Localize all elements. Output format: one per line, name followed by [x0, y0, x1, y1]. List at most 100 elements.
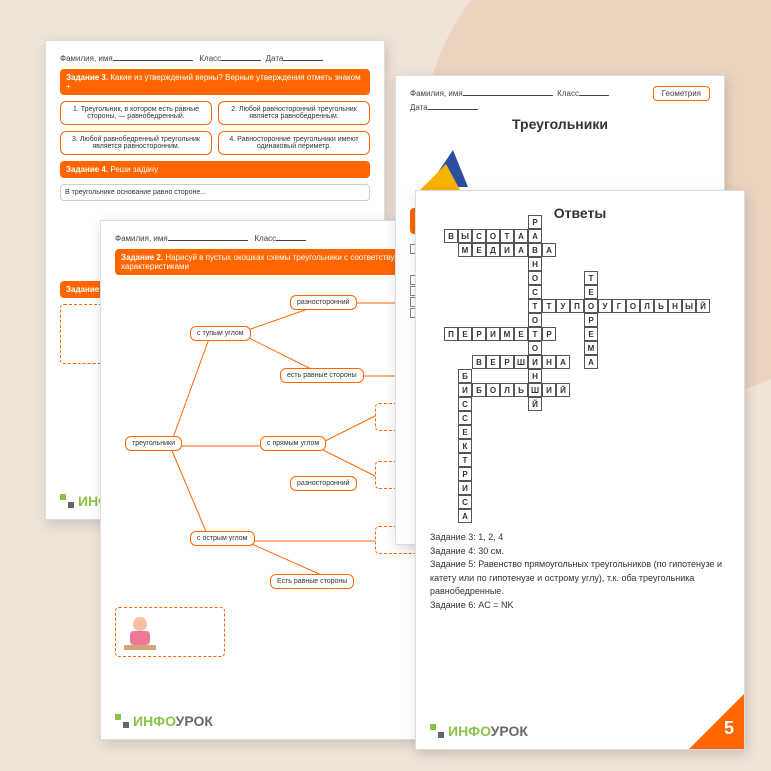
crossword-cell: В	[528, 243, 542, 257]
crossword-cell: И	[458, 383, 472, 397]
crossword-cell: Т	[500, 229, 514, 243]
crossword-cell: С	[458, 495, 472, 509]
crossword-cell: В	[472, 355, 486, 369]
answer-4: Задание 4: 30 см.	[430, 545, 730, 559]
crossword-cell: И	[500, 243, 514, 257]
crossword-cell: Е	[514, 327, 528, 341]
brand-suffix: УРОК	[491, 723, 528, 739]
crossword-cell: Й	[556, 383, 570, 397]
crossword-cell: Р	[500, 355, 514, 369]
crossword-cell: Б	[458, 369, 472, 383]
task4-text: Реши задачу	[110, 165, 158, 174]
crossword-cell: У	[556, 299, 570, 313]
task3-text: Какие из утверждений верны? Верные утвер…	[66, 73, 361, 91]
crossword-cell: М	[584, 341, 598, 355]
crossword-cell: Н	[542, 355, 556, 369]
crossword-cell: С	[528, 285, 542, 299]
date-label: Дата	[266, 54, 284, 63]
crossword-cell: К	[458, 439, 472, 453]
crossword-cell: Ы	[682, 299, 696, 313]
crossword-cell: Ы	[458, 229, 472, 243]
stmt-2: 2. Любой равносторонний треугольник явля…	[218, 101, 370, 125]
node-hasequal2: Есть равные стороны	[270, 574, 354, 589]
crossword-cell: А	[514, 229, 528, 243]
task4-content: В треугольнике основание равно стороне..…	[60, 184, 370, 201]
node-scalene1: разносторонний	[290, 295, 357, 310]
crossword-cell: П	[570, 299, 584, 313]
crossword-cell: Е	[458, 425, 472, 439]
crossword-cell: Ь	[654, 299, 668, 313]
crossword-cell: А	[556, 355, 570, 369]
crossword-cell: И	[458, 481, 472, 495]
crossword-cell: Т	[528, 327, 542, 341]
crossword-cell: Л	[500, 383, 514, 397]
crossword-cell: Т	[542, 299, 556, 313]
crossword-cell: Е	[584, 327, 598, 341]
crossword-cell: М	[500, 327, 514, 341]
crossword-cell: Ь	[514, 383, 528, 397]
crossword-cell: Г	[612, 299, 626, 313]
page-title: Треугольники	[410, 116, 710, 132]
crossword-cell: О	[486, 383, 500, 397]
answer-5: Задание 5: Равенство прямоугольных треуг…	[430, 558, 730, 599]
header-line: Фамилия, имя Класс	[115, 233, 435, 243]
crossword-cell: В	[444, 229, 458, 243]
brand-prefix: ИНФО	[448, 723, 491, 739]
corner-decoration	[689, 694, 744, 749]
crossword-cell: Й	[528, 397, 542, 411]
task4-desc: В треугольнике основание равно стороне..…	[60, 184, 370, 201]
student-icon	[120, 612, 160, 652]
node-right: с прямым углом	[260, 436, 326, 451]
crossword-cell: А	[458, 509, 472, 523]
brand-logo: ИНФОУРОК	[430, 723, 528, 739]
class-label: Класс	[199, 54, 221, 63]
crossword-cell: А	[542, 243, 556, 257]
crossword-cell: Т	[458, 453, 472, 467]
node-hasequal: есть равные стороны	[280, 368, 364, 383]
node-acute: с острым углом	[190, 531, 255, 546]
task2-text: Нарисуй в пустых окошках схемы треугольн…	[121, 253, 421, 271]
crossword-cell: А	[514, 243, 528, 257]
crossword-cell: Н	[668, 299, 682, 313]
class-label: Класс	[557, 89, 579, 98]
crossword-cell: О	[528, 341, 542, 355]
answers-title: Ответы	[430, 205, 730, 221]
task2-title: Задание 2.	[121, 253, 163, 262]
answer-6: Задание 6: AC = NK	[430, 599, 730, 613]
crossword-cell: А	[528, 229, 542, 243]
crossword-cell: О	[584, 299, 598, 313]
crossword-cell: Р	[542, 327, 556, 341]
logo-icon	[430, 724, 444, 738]
crossword-cell: Н	[528, 369, 542, 383]
crossword-cell: Ш	[528, 383, 542, 397]
answers-page: Ответы ВЫСОТАМЕДИАВАРАНОСТОТОИНШЙТЕОРЕМА…	[415, 190, 745, 750]
crossword-cell: Е	[584, 285, 598, 299]
logo-icon	[60, 494, 74, 508]
crossword-cell: М	[458, 243, 472, 257]
crossword-cell: Е	[486, 355, 500, 369]
crossword-solved: ВЫСОТАМЕДИАВАРАНОСТОТОИНШЙТЕОРЕМАТУПУГОЛ…	[430, 229, 730, 519]
brand-suffix: УРОК	[176, 713, 213, 729]
crossword-cell: А	[584, 355, 598, 369]
crossword-cell: Р	[584, 313, 598, 327]
task4-header: Задание 4. Реши задачу	[60, 161, 370, 178]
task3-title: Задание 3.	[66, 73, 108, 82]
crossword-cell: И	[486, 327, 500, 341]
header-line-2: Дата	[410, 102, 710, 112]
crossword-cell: С	[472, 229, 486, 243]
task2-header: Задание 2. Нарисуй в пустых окошках схем…	[115, 249, 435, 275]
brand-prefix: ИНФО	[133, 713, 176, 729]
node-scalene2: разносторонний	[290, 476, 357, 491]
crossword-cell: И	[542, 383, 556, 397]
logo-icon	[115, 714, 129, 728]
answer-3: Задание 3: 1, 2, 4	[430, 531, 730, 545]
stmt-3: 3. Любой равнобедренный треугольник явля…	[60, 131, 212, 155]
crossword-cell: Л	[640, 299, 654, 313]
crossword-cell: У	[598, 299, 612, 313]
page-number: 5	[724, 718, 734, 739]
crossword-cell: О	[528, 271, 542, 285]
brand-logo: ИНФОУРОК	[115, 713, 213, 729]
stmt-4: 4. Равносторонние треугольники имеют оди…	[218, 131, 370, 155]
name-label: Фамилия, имя	[115, 234, 168, 243]
crossword-cell: Р	[458, 467, 472, 481]
